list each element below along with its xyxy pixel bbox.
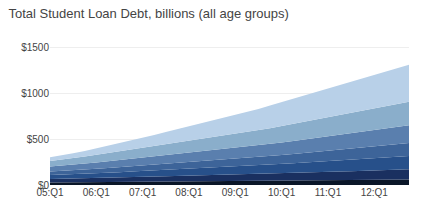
- svg-text:05:Q1: 05:Q1: [36, 187, 64, 198]
- svg-text:11:Q1: 11:Q1: [315, 187, 342, 198]
- svg-text:$1500: $1500: [21, 42, 49, 53]
- svg-text:$1000: $1000: [21, 88, 49, 99]
- svg-text:08:Q1: 08:Q1: [175, 187, 203, 198]
- svg-text:06:Q1: 06:Q1: [83, 187, 111, 198]
- svg-text:Total Student Loan Debt, billi: Total Student Loan Debt, billions (all a…: [8, 6, 288, 21]
- svg-text:07:Q1: 07:Q1: [129, 187, 157, 198]
- svg-text:$500: $500: [27, 134, 50, 145]
- svg-text:09:Q1: 09:Q1: [222, 187, 250, 198]
- svg-text:12:Q1: 12:Q1: [361, 187, 389, 198]
- svg-text:10:Q1: 10:Q1: [268, 187, 296, 198]
- svg-text:$0: $0: [38, 180, 50, 191]
